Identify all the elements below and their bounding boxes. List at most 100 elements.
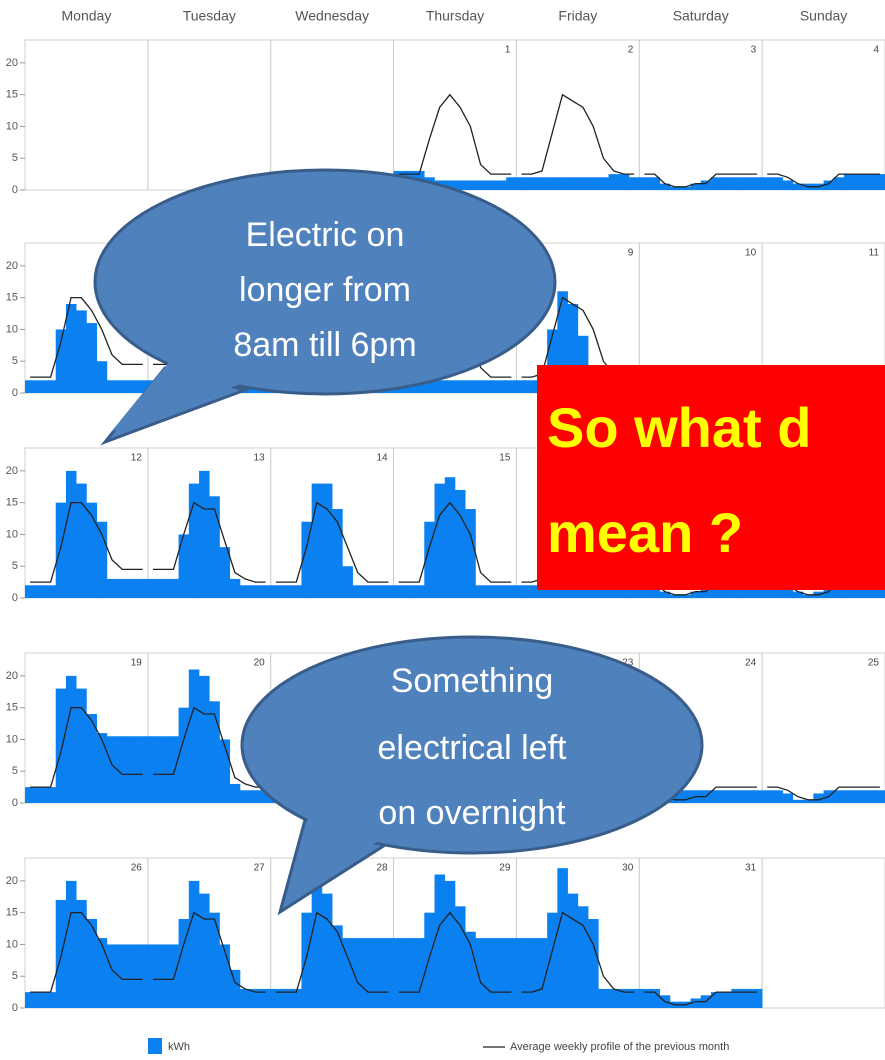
kwh-bar: [373, 938, 384, 1008]
kwh-bar: [188, 483, 200, 598]
weekday-label: Friday: [558, 8, 597, 24]
date-label: 2: [628, 45, 634, 56]
kwh-bar: [45, 380, 57, 393]
kwh-bar: [629, 177, 640, 190]
kwh-bar: [229, 783, 241, 803]
kwh-bar: [250, 585, 261, 598]
kwh-bar: [782, 588, 794, 598]
kwh-bar: [516, 380, 527, 393]
kwh-bar: [424, 380, 435, 393]
average-line: [767, 173, 880, 188]
kwh-bar: [526, 938, 538, 1008]
kwh-bar: [25, 585, 36, 598]
kwh-bar: [751, 177, 763, 190]
kwh-bar: [475, 380, 487, 393]
kwh-bar: [680, 790, 691, 803]
kwh-bar: [219, 547, 231, 598]
kwh-bar: [178, 534, 190, 598]
kwh-bar: [731, 177, 742, 190]
banner-text: mean ?: [547, 501, 743, 564]
kwh-bar: [444, 380, 456, 393]
kwh-bar: [158, 944, 169, 1008]
kwh-bar: [629, 988, 640, 1008]
kwh-bar: [772, 790, 783, 803]
kwh-bar: [260, 988, 272, 1008]
y-tick-label: 15: [6, 497, 18, 509]
kwh-bar: [188, 880, 200, 1008]
kwh-bar: [516, 177, 527, 190]
kwh-bar: [762, 585, 773, 598]
kwh-bar: [25, 992, 36, 1008]
kwh-bar: [608, 585, 620, 598]
kwh-bar: [55, 502, 67, 598]
kwh-bar: [485, 180, 497, 190]
kwh-bar: [485, 585, 497, 598]
kwh-bar: [465, 931, 476, 1008]
kwh-bar: [710, 585, 722, 598]
y-tick-label: 20: [6, 670, 18, 682]
kwh-bar: [414, 585, 425, 598]
y-tick-label: 10: [6, 528, 18, 540]
kwh-bar: [332, 509, 343, 598]
kwh-bar: [219, 944, 231, 1008]
kwh-bar: [127, 736, 138, 803]
weekday-label: Tuesday: [183, 8, 236, 24]
kwh-bar: [710, 177, 722, 190]
y-tick-label: 0: [12, 184, 18, 196]
kwh-bar: [352, 938, 364, 1008]
date-label: 24: [745, 658, 757, 669]
kwh-bar: [65, 880, 77, 1008]
average-line: [275, 501, 389, 583]
kwh-bar: [178, 919, 190, 1008]
kwh-bar: [690, 998, 702, 1008]
kwh-bar: [608, 988, 620, 1008]
kwh-bar: [772, 177, 783, 190]
kwh-bar: [106, 578, 118, 598]
date-label: 25: [868, 658, 880, 669]
kwh-bar: [291, 988, 302, 1008]
kwh-bar: [506, 938, 517, 1008]
kwh-bar: [76, 483, 87, 598]
kwh-bar: [270, 585, 282, 598]
average-line: [152, 911, 266, 993]
kwh-bar: [854, 585, 865, 598]
kwh-bar: [96, 733, 108, 803]
kwh-bar: [106, 944, 118, 1008]
kwh-bar: [495, 180, 507, 190]
kwh-bar: [547, 329, 558, 393]
kwh-bar: [465, 380, 476, 393]
kwh-bar: [670, 594, 681, 598]
kwh-bar: [874, 790, 885, 803]
kwh-bar: [229, 969, 241, 1008]
kwh-bar: [280, 988, 292, 1008]
kwh-bar: [86, 919, 97, 1008]
kwh-bar: [280, 585, 292, 598]
kwh-bar: [751, 988, 763, 1008]
y-tick-label: 10: [6, 323, 18, 335]
kwh-bar: [629, 585, 640, 598]
kwh-bar: [55, 329, 67, 393]
kwh-bar: [209, 701, 220, 803]
kwh-bar: [803, 799, 814, 803]
kwh-bar: [588, 919, 599, 1008]
kwh-bar: [741, 177, 753, 190]
kwh-bar: [362, 938, 374, 1008]
y-tick-label: 0: [12, 797, 18, 809]
kwh-bar: [137, 380, 149, 393]
kwh-bar: [618, 988, 630, 1008]
legend-line-label: Average weekly profile of the previous m…: [510, 1041, 729, 1053]
kwh-bar: [65, 470, 77, 598]
kwh-bar: [137, 736, 149, 803]
kwh-bar: [424, 521, 435, 598]
kwh-bar: [751, 790, 763, 803]
kwh-bar: [65, 675, 77, 803]
kwh-bar: [393, 938, 405, 1008]
kwh-bar: [741, 790, 753, 803]
kwh-bar: [465, 180, 476, 190]
panel: [24, 39, 885, 191]
kwh-bar: [301, 912, 312, 1008]
kwh-bar: [721, 992, 732, 1008]
kwh-bar: [608, 174, 620, 190]
kwh-bar: [639, 988, 650, 1008]
kwh-bar: [844, 174, 855, 190]
